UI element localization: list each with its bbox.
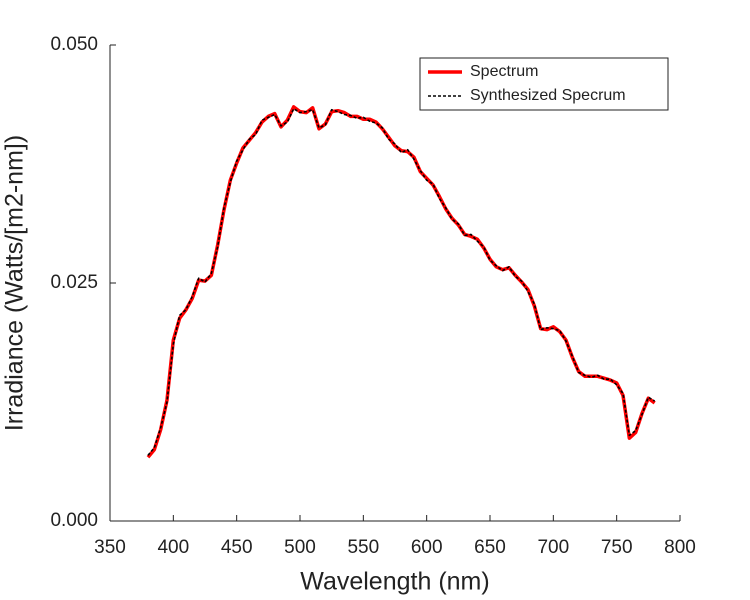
x-tick-label: 700 xyxy=(537,537,569,558)
legend-label: Synthesized Specrum xyxy=(470,87,626,104)
x-tick-label: 600 xyxy=(411,537,443,558)
x-tick-label: 650 xyxy=(474,537,506,558)
x-axis-label: Wavelength (nm) xyxy=(300,568,489,596)
legend-label: Spectrum xyxy=(470,63,538,80)
x-tick-label: 750 xyxy=(601,537,633,558)
x-tick-label: 800 xyxy=(664,537,696,558)
y-tick-label: 0.000 xyxy=(50,510,98,531)
x-tick-label: 350 xyxy=(94,537,126,558)
x-tick-label: 450 xyxy=(221,537,253,558)
legend-box xyxy=(419,57,669,111)
x-tick-label: 550 xyxy=(347,537,379,558)
series-line xyxy=(147,107,656,456)
x-tick-label: 400 xyxy=(157,537,189,558)
y-tick-label: 0.050 xyxy=(50,34,98,55)
y-tick-label: 0.025 xyxy=(50,272,98,293)
series-line xyxy=(146,105,656,459)
y-axis-label: Irradiance (Watts/[m2-nm]) xyxy=(1,135,29,431)
x-tick-label: 500 xyxy=(284,537,316,558)
